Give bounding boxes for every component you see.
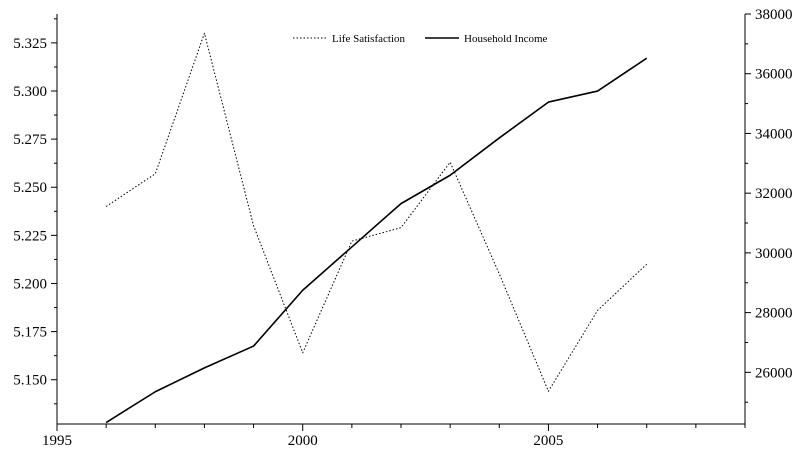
series-line-household-income [105,57,648,424]
series-line-life-satisfaction [105,32,648,392]
x-axis-ticks: 1995 2000 2005 [42,424,746,449]
legend-label-life-satisfaction: Life Satisfaction [332,33,406,45]
x-tick-label: 2005 [533,433,563,449]
right-y-tick-label: 38000 [755,7,793,23]
left-y-tick-label: 5.250 [13,180,47,196]
right-y-tick-label: 30000 [755,246,793,262]
left-y-tick-label: 5.275 [13,132,47,148]
left-y-tick-label: 5.150 [13,373,47,389]
plot-frame [56,14,746,425]
left-y-axis-ticks: 5.150 5.175 5.200 5.225 5.250 5.275 5.300 5.325 [13,18,57,405]
left-y-tick-label: 5.225 [13,228,47,244]
right-y-axis-ticks: 26000 28000 30000 32000 34000 36000 38000 [745,7,793,403]
x-tick-label: 1995 [42,433,72,449]
x-tick-label: 2000 [288,433,318,449]
left-y-tick-label: 5.325 [13,36,47,52]
right-y-tick-label: 32000 [755,186,793,202]
right-y-tick-label: 26000 [755,365,793,381]
series-layer [105,32,648,424]
right-y-tick-label: 36000 [755,67,793,83]
legend-label-household-income: Household Income [464,33,548,45]
left-y-tick-label: 5.175 [13,325,47,341]
legend: Life Satisfaction Household Income [293,33,548,45]
right-y-tick-label: 28000 [755,306,793,322]
left-y-tick-label: 5.300 [13,84,47,100]
right-y-tick-label: 34000 [755,126,793,142]
left-y-tick-label: 5.200 [13,276,47,292]
